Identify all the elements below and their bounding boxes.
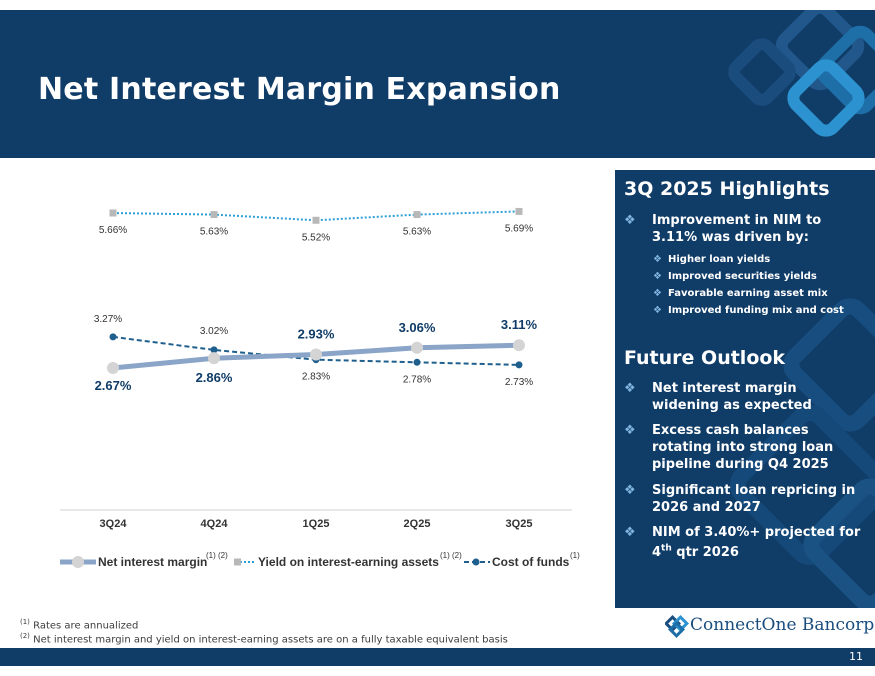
x-tick-label: 1Q25 — [303, 518, 330, 530]
cost-data-label: 2.83% — [302, 372, 330, 383]
legend-yield-swatch-marker — [234, 558, 241, 566]
legend-cost-superscript: (1) — [570, 551, 580, 560]
outlook-text: Net interest margin widening as expected — [652, 381, 812, 413]
cost-point — [413, 358, 421, 366]
highlight-sub-bullet: ❖ Favorable earning asset mix — [653, 286, 868, 302]
yield-point — [413, 211, 421, 219]
yield-data-label: 5.69% — [505, 223, 533, 234]
nim-data-label: 2.67% — [95, 378, 132, 393]
legend-nim-superscript: (1) (2) — [206, 551, 228, 560]
footnote-text: Net interest margin and yield on interes… — [33, 634, 508, 646]
highlight-main-bullet: ❖ Improvement in NIM to 3.11% was driven… — [624, 212, 864, 246]
yield-point — [109, 209, 117, 217]
yield-point — [515, 207, 523, 215]
footer-band — [0, 648, 875, 666]
diamond-bullet-icon: ❖ — [653, 305, 662, 316]
nim-data-label: 2.86% — [196, 370, 233, 385]
line-chart: 3Q24 4Q24 1Q25 2Q25 3Q25 5.66% 5.63% 5.52% 5.63%… — [0, 160, 610, 600]
nim-data-label: 3.06% — [399, 320, 436, 335]
nim-data-label: 2.93% — [298, 327, 335, 342]
footnote-text: Rates are annualized — [33, 620, 139, 632]
brand-logo-icon — [665, 615, 689, 638]
footnote-mark: (2) — [20, 632, 30, 640]
highlights-panel: 3Q 2025 Highlights ❖ Improvement in NIM … — [615, 170, 875, 608]
header-band: Net Interest Margin Expansion — [0, 10, 875, 158]
footnote-mark: (1) — [20, 618, 30, 626]
diamond-bullet-icon: ❖ — [653, 271, 662, 282]
yield-data-label: 5.63% — [403, 227, 431, 238]
diamond-bullet-icon: ❖ — [653, 254, 662, 265]
outlook-bullet: ❖ Significant loan repricing in 2026 and… — [624, 482, 864, 516]
highlight-sub-bullet: ❖ Higher loan yields — [653, 252, 868, 268]
cost-point — [109, 333, 117, 341]
page-title: Net Interest Margin Expansion — [38, 72, 561, 107]
outlook-text: Excess cash balances rotating into stron… — [652, 423, 834, 472]
cost-data-label: 2.78% — [403, 374, 431, 385]
outlook-text: NIM of 3.40%+ projected for 4th qtr 2026 — [652, 525, 861, 561]
chart-canvas: 3Q24 4Q24 1Q25 2Q25 3Q25 5.66% 5.63% 5.52% 5.63%… — [60, 207, 580, 569]
x-tick-label: 3Q25 — [506, 518, 533, 530]
highlight-sub-text: Higher loan yields — [668, 254, 771, 265]
nim-point — [310, 348, 322, 361]
outlook-heading: Future Outlook — [624, 347, 786, 369]
legend-nim-swatch-marker — [72, 556, 84, 568]
legend-yield-superscript: (1) (2) — [440, 551, 462, 560]
yield-data-label: 5.66% — [99, 225, 127, 236]
legend-cost-swatch-marker — [472, 558, 480, 566]
yield-data-label: 5.63% — [200, 227, 228, 238]
footnote-2: (2) Net interest margin and yield on int… — [20, 632, 508, 645]
highlight-sub-text: Favorable earning asset mix — [668, 288, 828, 299]
decorative-logo-pattern — [728, 10, 875, 137]
legend-cost-label: Cost of funds — [492, 555, 570, 569]
nim-point — [513, 339, 525, 352]
page-number: 11 — [849, 650, 863, 663]
outlook-text: Significant loan repricing in 2026 and 2… — [652, 483, 856, 515]
x-tick-label: 4Q24 — [201, 518, 229, 530]
diamond-bullet-icon: ❖ — [653, 288, 662, 299]
highlight-sub-text: Improved securities yields — [668, 271, 817, 282]
cost-data-label: 3.02% — [200, 326, 228, 337]
nim-point — [411, 341, 423, 354]
nim-data-label: 3.11% — [501, 317, 538, 332]
highlight-main-text: Improvement in NIM to 3.11% was driven b… — [652, 213, 822, 245]
cost-point — [515, 361, 523, 369]
highlight-sub-text: Improved funding mix and cost — [668, 305, 844, 316]
x-tick-label: 2Q25 — [404, 518, 431, 530]
legend-nim-label: Net interest margin — [98, 555, 207, 569]
yield-data-label: 5.52% — [302, 232, 330, 243]
cost-data-label: 3.27% — [94, 314, 122, 325]
decorative-panel-pattern — [730, 298, 875, 608]
highlights-heading: 3Q 2025 Highlights — [624, 178, 830, 200]
highlight-sub-bullet: ❖ Improved securities yields — [653, 269, 868, 285]
diamond-bullet-icon: ❖ — [624, 525, 636, 540]
highlight-sub-bullet: ❖ Improved funding mix and cost — [653, 303, 868, 319]
nim-point — [208, 352, 220, 365]
brand-name: ConnectOne Bancorp, Inc. — [690, 615, 875, 635]
cost-data-label: 2.73% — [505, 377, 533, 388]
outlook-bullet: ❖ Net interest margin widening as expect… — [624, 380, 864, 414]
cost-point — [210, 346, 218, 354]
legend-yield-label: Yield on interest-earning assets — [258, 555, 439, 569]
outlook-bullet: ❖ Excess cash balances rotating into str… — [624, 422, 864, 473]
x-tick-label: 3Q24 — [100, 518, 128, 530]
nim-point — [107, 362, 119, 374]
outlook-bullet: ❖ NIM of 3.40%+ projected for 4th qtr 20… — [624, 524, 864, 561]
diamond-bullet-icon: ❖ — [624, 381, 636, 396]
diamond-bullet-icon: ❖ — [624, 213, 636, 228]
diamond-bullet-icon: ❖ — [624, 423, 636, 438]
diamond-bullet-icon: ❖ — [624, 483, 636, 498]
footnote-1: (1) Rates are annualized — [20, 618, 138, 631]
yield-point — [312, 216, 320, 224]
yield-point — [210, 211, 218, 219]
